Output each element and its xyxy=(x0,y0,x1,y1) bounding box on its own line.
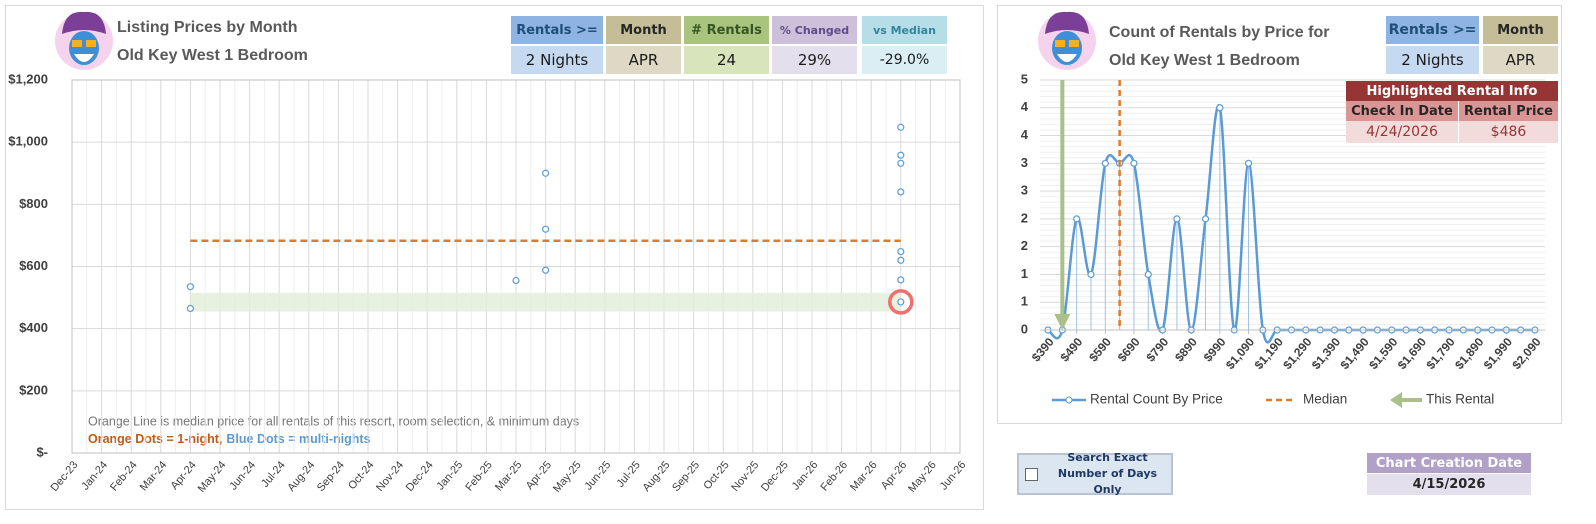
price-point xyxy=(897,151,905,159)
highlight-ring xyxy=(888,289,914,315)
price-point xyxy=(186,304,194,313)
creation-date: 4/15/2026 xyxy=(1367,474,1531,495)
summary-value: -29.0% xyxy=(862,46,947,74)
y-tick-label: 4 xyxy=(1021,99,1029,114)
note: Orange Line is median price for all rent… xyxy=(88,414,579,428)
y-tick-label: 3 xyxy=(1021,155,1028,170)
highlight-title: Highlighted Rental Info xyxy=(1346,81,1558,101)
y-tick-label: 0 xyxy=(1021,321,1028,336)
summary-header: Month xyxy=(1483,16,1558,44)
legend-swatch xyxy=(1065,396,1073,404)
price-point xyxy=(897,159,905,167)
summary-value: 24 xyxy=(684,46,769,74)
highlight-header: Check In Date xyxy=(1346,101,1459,121)
y-tick-label: $1,200 xyxy=(8,71,48,86)
exact-days-checkbox[interactable]: Search Exact Number of Days Only xyxy=(1017,451,1173,496)
price-band xyxy=(190,292,901,312)
price-point xyxy=(186,283,194,291)
price-point xyxy=(541,266,550,274)
count-point xyxy=(1173,215,1181,223)
logo xyxy=(1038,11,1096,70)
y-tick-label: 1 xyxy=(1021,266,1028,281)
legend-label: This Rental xyxy=(1426,392,1494,407)
chart-title: Count of Rentals by Price for xyxy=(1109,24,1329,41)
summary-header: Month xyxy=(606,16,681,44)
price-point xyxy=(541,225,550,233)
y-tick-label: $800 xyxy=(19,196,48,211)
checkbox[interactable] xyxy=(1025,467,1038,481)
count-point xyxy=(1201,215,1210,223)
count-point xyxy=(1144,270,1152,279)
count-point xyxy=(1216,104,1224,112)
key-orange: Orange Dots = 1-night xyxy=(88,432,220,446)
highlight-value: $486 xyxy=(1459,121,1558,143)
summary-value: APR xyxy=(606,46,681,74)
summary-value: 29% xyxy=(772,46,857,74)
y-tick-label: 2 xyxy=(1021,210,1028,225)
highlight-value: 4/24/2026 xyxy=(1346,121,1459,143)
price-point xyxy=(897,123,905,131)
y-tick-label: 1 xyxy=(1021,294,1028,309)
key-blue: Blue Dots = multi-nights xyxy=(226,432,370,446)
legend-swatch xyxy=(1390,392,1402,408)
price-point xyxy=(897,188,905,196)
chart-title: Listing Prices by Month xyxy=(117,19,297,36)
left-panel xyxy=(5,5,984,510)
checkbox-label[interactable]: Search Exact Number of Days Only xyxy=(1057,451,1158,496)
count-point xyxy=(1073,215,1081,223)
y-tick-label: $1,000 xyxy=(8,134,48,149)
axis-frame xyxy=(71,79,961,454)
key: Orange Dots = 1-night, Blue Dots = multi-… xyxy=(88,432,371,446)
price-point xyxy=(897,298,905,306)
key-separator: , xyxy=(219,432,222,446)
y-tick-label: $200 xyxy=(19,382,48,397)
summary-value: 2 Nights xyxy=(511,46,603,74)
price-point xyxy=(897,247,905,256)
price-point xyxy=(541,169,550,177)
right-panel xyxy=(997,5,1562,424)
summary-header: vs Median xyxy=(862,16,947,44)
summary-value: APR xyxy=(1483,46,1558,74)
logo xyxy=(55,11,113,70)
creation-date-label: Chart Creation Date xyxy=(1367,453,1531,473)
highlight-header: Rental Price xyxy=(1459,101,1558,121)
this-rental-arrowhead xyxy=(1054,314,1071,330)
y-tick-label: 5 xyxy=(1021,71,1028,86)
count-point xyxy=(1244,159,1253,167)
count-point xyxy=(1130,159,1138,167)
y-tick-label: $- xyxy=(36,444,48,459)
y-tick-label: 4 xyxy=(1021,127,1029,142)
summary-header: % Changed xyxy=(772,16,857,44)
price-point xyxy=(512,276,520,285)
y-tick-label: 2 xyxy=(1021,238,1028,253)
legend-label: Median xyxy=(1303,392,1347,407)
summary-header: Rentals >= xyxy=(1386,16,1479,44)
y-tick-label: $400 xyxy=(19,320,48,335)
count-point xyxy=(1101,159,1109,167)
chart-subtitle: Old Key West 1 Bedroom xyxy=(1109,52,1300,69)
chart-subtitle: Old Key West 1 Bedroom xyxy=(117,47,308,64)
summary-header: Rentals >= xyxy=(511,16,603,44)
price-point xyxy=(897,276,905,284)
price-point xyxy=(897,256,905,264)
count-point xyxy=(1087,270,1095,279)
legend-label: Rental Count By Price xyxy=(1090,392,1223,407)
y-tick-label: $600 xyxy=(19,258,48,273)
y-tick-label: 3 xyxy=(1021,183,1028,198)
summary-header: # Rentals xyxy=(684,16,769,44)
summary-value: 2 Nights xyxy=(1386,46,1479,74)
